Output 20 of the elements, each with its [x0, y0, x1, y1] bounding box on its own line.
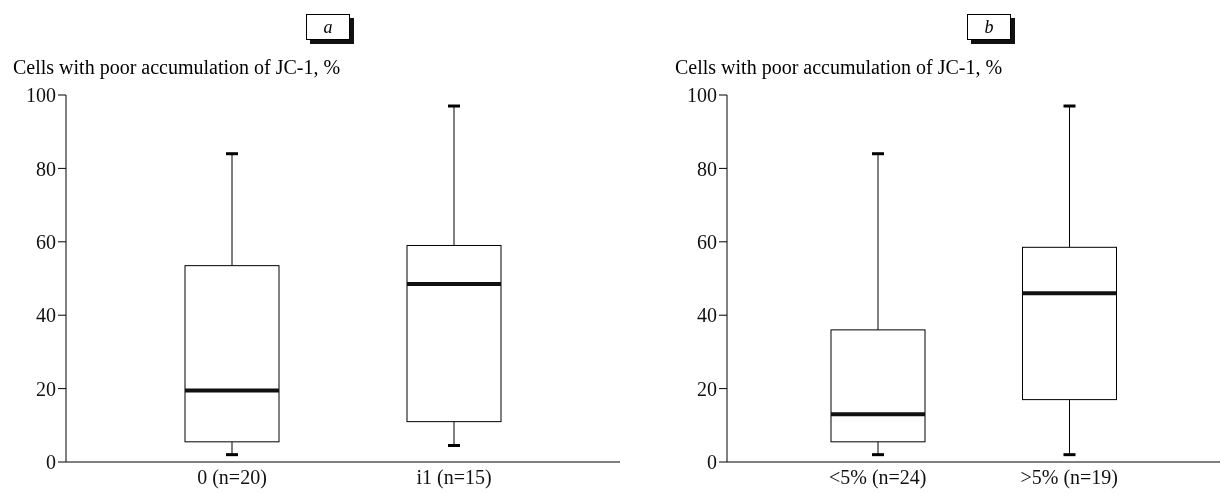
y-tick-label: 40 — [36, 304, 56, 327]
y-tick-label: 60 — [36, 230, 56, 253]
y-tick-label: 0 — [46, 451, 56, 474]
y-tick-label: 20 — [697, 377, 717, 400]
y-tick-label: 40 — [697, 304, 717, 327]
chart-title: b — [967, 14, 1011, 40]
x-tick-label: 0 (n=20) — [197, 466, 267, 490]
x-tick-label: i1 (n=15) — [416, 466, 492, 490]
y-tick-label: 80 — [697, 157, 717, 180]
y-tick-label: 60 — [697, 230, 717, 253]
chart-title: a — [306, 14, 350, 40]
y-tick-label: 100 — [26, 84, 56, 107]
y-axis-title: Cells with poor accumulation of JC-1, % — [675, 56, 1003, 79]
x-tick-label: <5% (n=24) — [828, 466, 927, 490]
y-tick-label: 100 — [687, 84, 717, 107]
y-tick-label: 80 — [36, 157, 56, 180]
x-tick-label: >5% (n=19) — [1020, 466, 1119, 490]
y-axis-title: Cells with poor accumulation of JC-1, % — [13, 56, 341, 79]
y-tick-label: 0 — [707, 451, 717, 474]
y-tick-label: 20 — [36, 377, 56, 400]
